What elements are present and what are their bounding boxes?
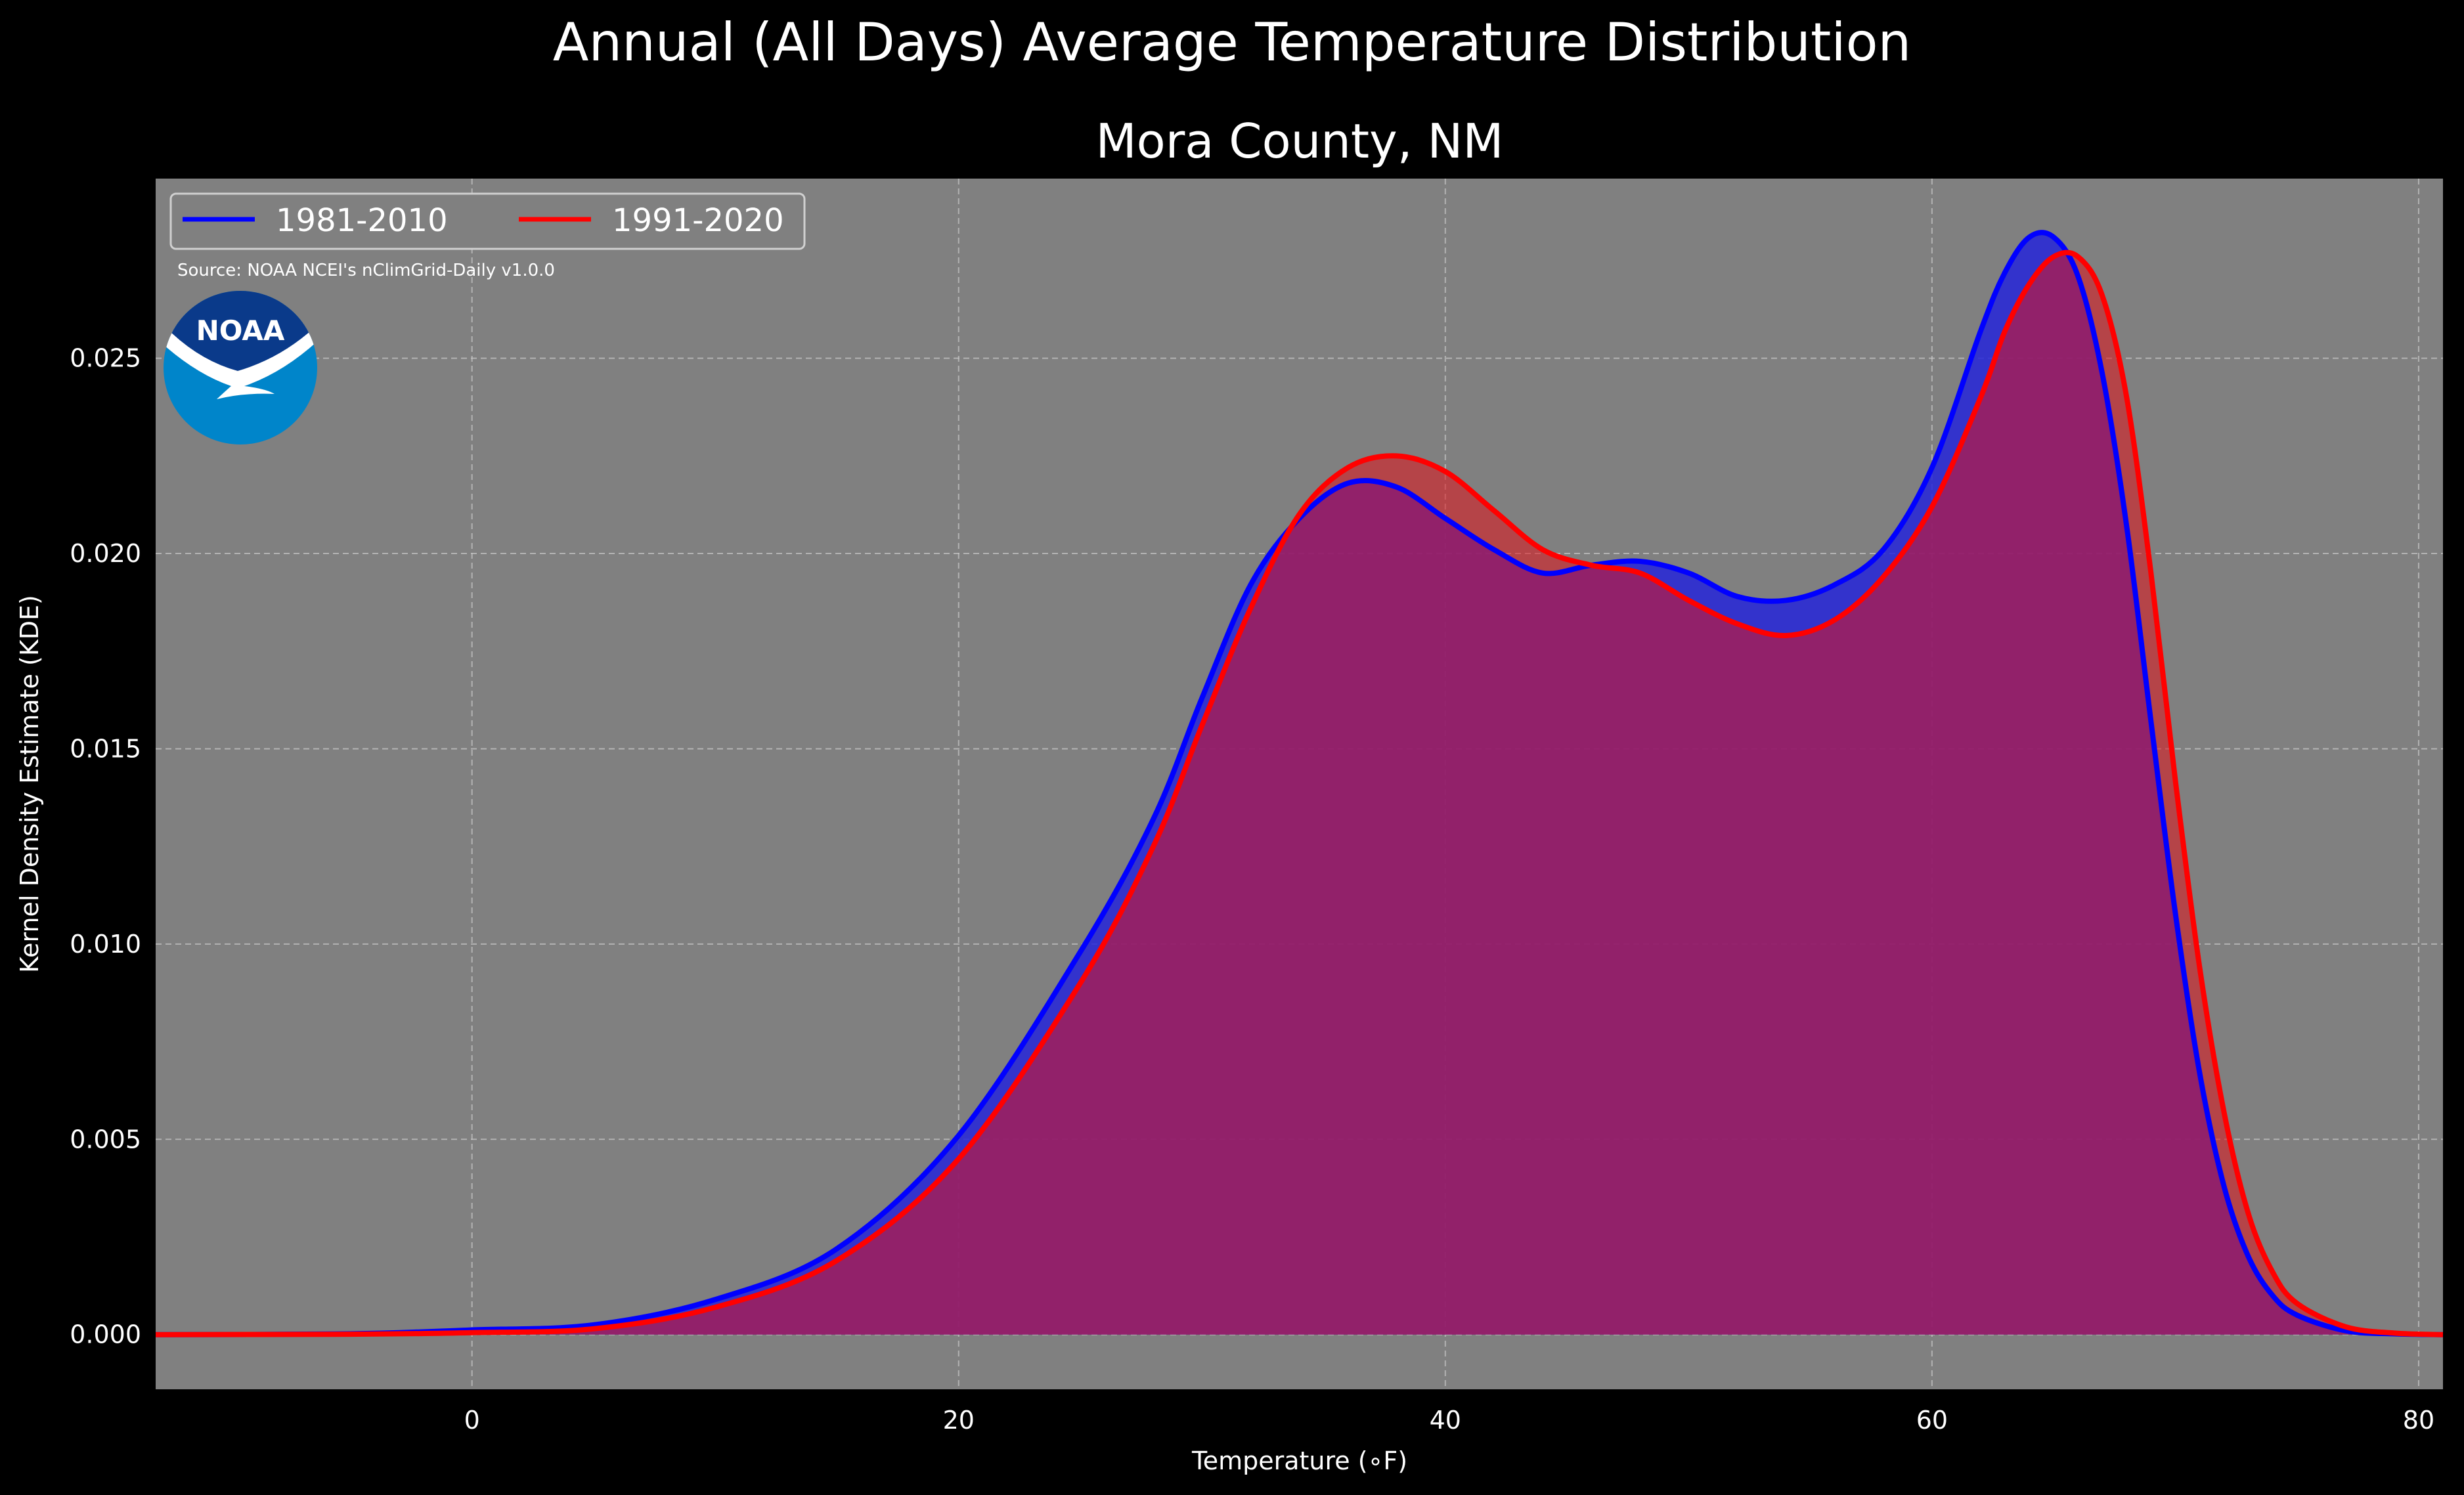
- plot-area: [156, 179, 2443, 1389]
- series-layer: [156, 230, 2443, 1337]
- x-tick-label: 0: [464, 1406, 480, 1435]
- x-axis-label: Temperature (∘F): [1191, 1446, 1407, 1475]
- y-axis-ticks: 0.000 0.005 0.010 0.015 0.020 0.025: [70, 344, 141, 1349]
- chart-title: Mora County, NM: [1096, 114, 1504, 169]
- series-line-1991-2020: [156, 249, 2443, 1337]
- noaa-logo-icon: NOAA: [164, 291, 317, 444]
- x-tick-label: 80: [2403, 1406, 2434, 1435]
- y-tick-label: 0.015: [70, 734, 141, 763]
- noaa-logo-text: NOAA: [196, 314, 285, 347]
- y-tick-label: 0.020: [70, 539, 141, 568]
- x-tick-label: 60: [1916, 1406, 1948, 1435]
- legend-label-1981-2010: 1981-2010: [276, 202, 448, 239]
- y-tick-label: 0.005: [70, 1125, 141, 1154]
- legend-label-1991-2020: 1991-2020: [612, 202, 784, 239]
- figure-suptitle: Annual (All Days) Average Temperature Di…: [553, 12, 1911, 73]
- legend-box: [169, 192, 806, 250]
- y-tick-label: 0.010: [70, 930, 141, 959]
- x-tick-label: 40: [1430, 1406, 1461, 1435]
- area-fill-1991-2020: [156, 252, 2443, 1335]
- x-axis-ticks: 0 20 40 60 80: [464, 1406, 2435, 1435]
- series-line-1981-2010: [156, 230, 2443, 1337]
- y-axis-label: Kernel Density Estimate (KDE): [15, 595, 44, 973]
- y-tick-label: 0.000: [70, 1320, 141, 1349]
- y-tick-label: 0.025: [70, 344, 141, 373]
- source-note: Source: NOAA NCEI's nClimGrid-Daily v1.0…: [177, 261, 555, 280]
- legend: 1981-2010 1991-2020: [169, 192, 806, 250]
- x-tick-label: 20: [943, 1406, 975, 1435]
